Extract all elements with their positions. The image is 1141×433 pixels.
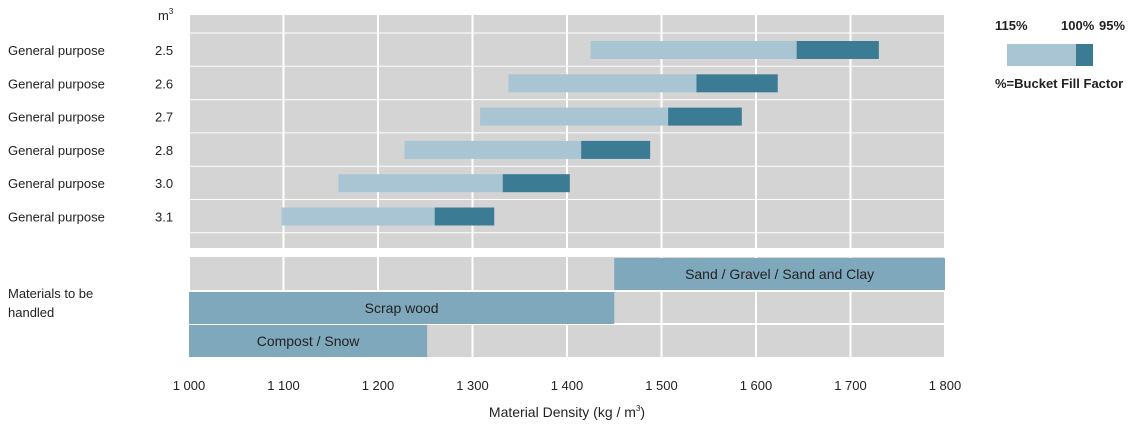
- legend-label-115: 115%: [995, 18, 1028, 33]
- x-tick-label: 1 100: [267, 378, 300, 393]
- bucket-type-label: General purpose: [8, 176, 105, 191]
- bar-segment-115-100: [281, 207, 435, 226]
- bar-segment-115-100: [590, 41, 797, 59]
- bar-segment-100-95: [434, 207, 495, 226]
- bar-segment-100-95: [796, 41, 879, 59]
- material-label: Sand / Gravel / Sand and Clay: [685, 266, 874, 282]
- legend-caption: %=Bucket Fill Factor: [995, 76, 1124, 91]
- x-tick-labels: 1 000 1 100 1 200 1 300 1 400 1 500 1 600 1 700…: [173, 378, 962, 393]
- bar-segment-100-95: [502, 174, 570, 193]
- legend-percent-labels: 115% 100% 95%: [995, 14, 1141, 36]
- material-bar: [189, 292, 615, 324]
- bucket-labels: General purpose 2.5 General purpose 2.6 Gene…: [8, 43, 173, 225]
- bar-segment-100-95: [696, 74, 778, 93]
- legend: 115% 100% 95% %=Bucket Fill Factor: [995, 14, 1141, 91]
- bar-segment-115-100: [480, 107, 669, 126]
- materials-label: Materials to be handled: [8, 286, 97, 320]
- x-tick-label: 1 400: [551, 378, 584, 393]
- legend-swatch-dark: [1076, 44, 1093, 66]
- bucket-type-label: General purpose: [8, 143, 105, 158]
- material-bars: Sand / Gravel / Sand and Clay Scrap wood C…: [189, 258, 945, 357]
- bucket-type-label: General purpose: [8, 76, 105, 91]
- material-label: Compost / Snow: [257, 333, 361, 349]
- legend-swatch: [1007, 44, 1093, 66]
- x-tick-label: 1 600: [740, 378, 773, 393]
- legend-swatch-light: [1007, 44, 1076, 66]
- bucket-capacity-label: 2.5: [155, 43, 173, 58]
- bucket-capacity-label: 2.8: [155, 143, 173, 158]
- bucket-type-label: General purpose: [8, 110, 105, 125]
- bucket-capacity-label: 2.7: [155, 110, 173, 125]
- material-bar: [614, 258, 945, 290]
- bar-segment-115-100: [338, 174, 503, 193]
- material-label: Scrap wood: [365, 300, 439, 316]
- bar-segment-100-95: [668, 107, 742, 126]
- x-tick-label: 1 200: [362, 378, 395, 393]
- x-tick-label: 1 700: [834, 378, 867, 393]
- bucket-bars: [281, 41, 879, 226]
- x-axis-label: Material Density (kg / m3): [489, 404, 645, 420]
- grid-lines: [188, 15, 946, 357]
- bucket-type-label: General purpose: [8, 210, 105, 225]
- bucket-capacity-label: 2.6: [155, 76, 173, 91]
- x-tick-label: 1 800: [929, 378, 962, 393]
- bar-segment-100-95: [581, 140, 651, 159]
- material-bar: [189, 325, 428, 357]
- bar-segment-115-100: [404, 140, 582, 159]
- bucket-capacity-label: 3.0: [155, 176, 173, 191]
- legend-label-100: 100%: [1061, 18, 1095, 33]
- x-tick-label: 1 000: [173, 378, 206, 393]
- legend-label-95: 95%: [1099, 18, 1126, 33]
- bucket-capacity-label: 3.1: [155, 210, 173, 225]
- x-tick-label: 1 300: [456, 378, 489, 393]
- bucket-type-label: General purpose: [8, 43, 105, 58]
- capacity-unit-label: m3: [158, 7, 174, 23]
- bar-segment-115-100: [508, 74, 697, 93]
- x-tick-label: 1 500: [645, 378, 678, 393]
